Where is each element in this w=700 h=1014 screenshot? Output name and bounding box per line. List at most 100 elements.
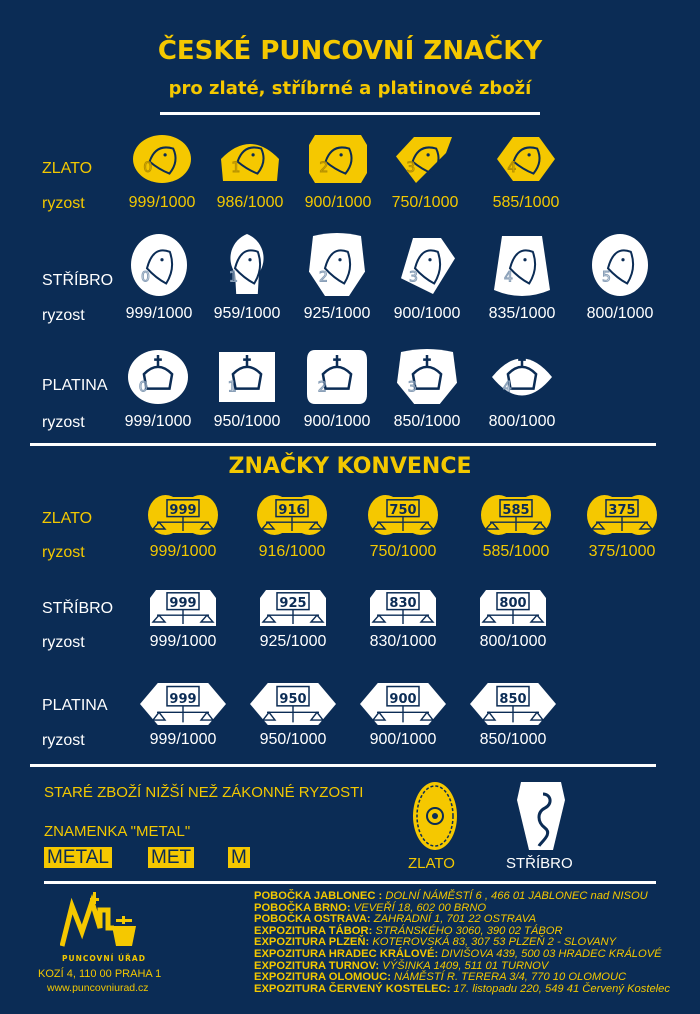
fineness-value: 925/1000	[259, 633, 327, 650]
mark-number: 900	[389, 692, 416, 707]
mark-number: 800	[499, 596, 526, 611]
czech-silver-mark: 2	[307, 232, 367, 298]
goat-icon: 0	[131, 234, 187, 296]
eagle-icon: 1	[221, 144, 279, 181]
mark-number: 0	[143, 160, 152, 176]
mark-number: 999	[169, 692, 196, 707]
branch-row: EXPOZITURA ČERVENÝ KOSTELEC: 17. listopa…	[254, 983, 670, 996]
czech-platinum-mark: 3	[395, 348, 459, 406]
hare-icon: 4	[494, 236, 550, 296]
logo-text: PUNCOVNÍ ÚŘAD	[62, 954, 146, 963]
mark-number: 925	[279, 596, 306, 611]
hare-icon: 5	[592, 234, 648, 296]
mark-number: 3	[406, 160, 415, 176]
czech-platinum-label: PLATINA	[42, 377, 108, 394]
branch-name: EXPOZITURA TURNOV:	[254, 959, 380, 972]
balance-scale-icon: 999	[150, 590, 216, 626]
goat-icon: 2	[309, 233, 365, 296]
czech-gold-mark: 2	[307, 133, 369, 185]
fineness-value: 900/1000	[369, 731, 437, 748]
fineness-value: 750/1000	[391, 194, 459, 211]
czech-silver-label: STŘÍBRO	[42, 272, 114, 289]
fineness-value: 800/1000	[479, 633, 547, 650]
conv-silver-mark: 800	[478, 588, 548, 628]
hare-icon: 3	[401, 238, 455, 294]
mark-number: 3	[408, 380, 417, 396]
mark-number: 2	[318, 380, 327, 396]
fineness-value: 900/1000	[304, 194, 372, 211]
page-title: ČESKÉ PUNCOVNÍ ZNAČKY	[157, 36, 543, 66]
fineness-value: 959/1000	[213, 305, 281, 322]
eagle-icon: 0	[133, 135, 191, 183]
branch-name: EXPOZITURA HRADEC KRÁLOVÉ:	[254, 947, 439, 960]
conv-platinum-label: PLATINA	[42, 697, 108, 714]
fineness-value: 999/1000	[149, 731, 217, 748]
czech-platinum-mark: 1	[215, 348, 279, 406]
fineness-value: 835/1000	[488, 305, 556, 322]
fineness-value: 850/1000	[479, 731, 547, 748]
mark-number: 1	[228, 380, 237, 396]
crown-icon: 2	[307, 350, 367, 404]
fineness-value: 916/1000	[258, 543, 326, 560]
fineness-value: 850/1000	[393, 413, 461, 430]
fineness-value: 900/1000	[393, 305, 461, 322]
old-silver-label: STŘÍBRO	[506, 855, 573, 872]
branch-name: EXPOZITURA TÁBOR:	[254, 924, 373, 937]
branch-address: DIVIŠOVA 439, 500 03 HRADEC KRÁLOVÉ	[441, 947, 662, 960]
branch-row: EXPOZITURA HRADEC KRÁLOVÉ: DIVIŠOVA 439,…	[254, 947, 670, 961]
puncovni-urad-logo-icon	[60, 892, 136, 947]
conv-gold-mark: 585	[481, 495, 551, 535]
balance-scale-icon: 999	[148, 495, 218, 535]
branch-address: STRÁNSKÉHO 3060, 390 02 TÁBOR	[375, 924, 563, 937]
conv-silver-mark: 925	[258, 588, 328, 628]
branch-address: KOTEROVSKÁ 83, 307 53 PLZEŇ 2 - SLOVANY	[372, 936, 617, 949]
fineness-value: 999/1000	[149, 633, 217, 650]
branch-address: DOLNÍ NÁMĚSTÍ 6 , 466 01 JABLONEC nad NI…	[385, 890, 648, 902]
old-gold-mark-icon	[413, 782, 457, 850]
mark-number: 1	[231, 160, 240, 176]
conv-silver-label: STŘÍBRO	[42, 600, 114, 617]
czech-silver-mark: 4	[492, 232, 552, 298]
czech-silver-mark: 5	[590, 232, 650, 298]
goat-icon: 1	[229, 234, 264, 294]
old-goods-title: STARÉ ZBOŽÍ NIŽŠÍ NEŽ ZÁKONNÉ RYZOSTI	[44, 784, 364, 801]
balance-scale-icon: 925	[260, 590, 326, 626]
conv-silver-mark: 999	[148, 588, 218, 628]
convention-title: ZNAČKY KONVENCE	[228, 454, 472, 479]
balance-scale-icon: 585	[481, 495, 551, 535]
crown-icon: 1	[219, 352, 275, 402]
conv-gold-mark: 999	[148, 495, 218, 535]
conv-silver-mark: 830	[368, 588, 438, 628]
czech-platinum-mark: 2	[305, 348, 369, 406]
branch-row: EXPOZITURA TÁBOR: STRÁNSKÉHO 3060, 390 0…	[254, 924, 670, 938]
met-mark: MET	[148, 847, 195, 868]
fineness-value: 925/1000	[303, 305, 371, 322]
crown-icon: 3	[397, 349, 457, 404]
mark-number: 750	[389, 503, 416, 518]
balance-scale-icon: 900	[360, 683, 446, 725]
conv-platinum-mark: 850	[468, 681, 558, 727]
czech-gold-mark: 1	[219, 133, 281, 185]
branch-row: EXPOZITURA OLOMOUC: NÁMĚSTÍ R. TERERA 3/…	[254, 971, 670, 984]
conv-gold-mark: 750	[368, 495, 438, 535]
mark-number: 4	[507, 160, 516, 176]
fineness-value: 986/1000	[216, 194, 284, 211]
mark-number: 5	[602, 270, 611, 286]
conv-platinum-mark: 999	[138, 681, 228, 727]
mark-number: 585	[502, 503, 529, 518]
balance-scale-icon: 750	[368, 495, 438, 535]
duck-icon: 4	[497, 137, 555, 181]
mark-number: 4	[503, 380, 512, 396]
branch-row: EXPOZITURA TURNOV: VÝŠINKA 1409, 511 01 …	[254, 959, 670, 973]
branch-row: POBOČKA JABLONEC : DOLNÍ NÁMĚSTÍ 6 , 466…	[254, 890, 670, 903]
metal-mark: METAL	[44, 847, 112, 868]
mark-number: 375	[608, 503, 635, 518]
czech-gold-mark: 0	[131, 133, 193, 185]
ryzost-label: ryzost	[42, 732, 85, 749]
balance-scale-icon: 950	[250, 683, 336, 725]
conv-gold-mark: 916	[257, 495, 327, 535]
website-link[interactable]: www.puncovniurad.cz	[47, 982, 149, 994]
balance-scale-icon: 850	[470, 683, 556, 725]
branch-row: EXPOZITURA PLZEŇ: KOTEROVSKÁ 83, 307 53 …	[254, 937, 670, 949]
mark-number: 916	[278, 503, 305, 518]
